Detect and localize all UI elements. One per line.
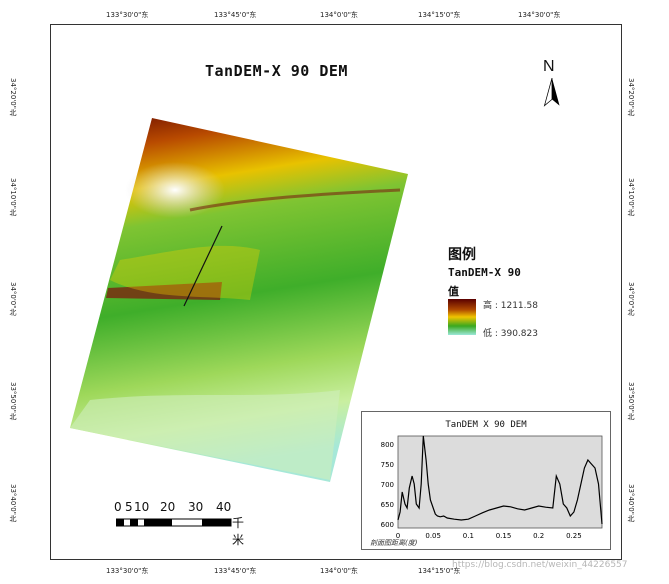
profile-x-tick-label: 0.15 <box>496 532 512 540</box>
tick-top-4: 134°30'0"东 <box>518 11 561 19</box>
tick-bottom-1: 133°45'0"东 <box>214 567 257 575</box>
profile-plot-area <box>397 435 603 529</box>
profile-series-line <box>397 435 603 525</box>
scale-label-20: 20 <box>160 500 176 514</box>
profile-x-tick-label: 0.2 <box>533 532 544 540</box>
tick-left-0: 34°20'0"北 <box>9 78 17 116</box>
legend-color-ramp <box>448 299 476 335</box>
profile-y-tick-label: 800 <box>381 441 394 449</box>
profile-x-tick-label: 0.05 <box>425 532 441 540</box>
tick-right-0: 34°20'0"北 <box>627 78 635 116</box>
tick-left-2: 34°0'0"北 <box>9 282 17 316</box>
profile-y-tick-label: 650 <box>381 501 394 509</box>
profile-x-tick-label: 0.1 <box>463 532 474 540</box>
scale-label-5: 5 <box>125 500 133 514</box>
tick-left-4: 33°40'0"北 <box>9 484 17 522</box>
legend-low-label: 低 : 390.823 <box>483 329 538 339</box>
scale-label-0: 0 <box>114 500 122 514</box>
dem-high-snow <box>125 162 225 218</box>
tick-bottom-2: 134°0'0"东 <box>320 567 358 575</box>
elevation-profile-inset: TanDEM X 90 DEM 800 750 700 650 600 0 0.05 0.1 0… <box>361 411 611 550</box>
profile-line <box>183 225 223 307</box>
profile-x-tick-label: 0.25 <box>566 532 582 540</box>
profile-title: TanDEM X 90 DEM <box>445 420 527 430</box>
scale-label-40: 40 <box>216 500 232 514</box>
legend-layer-name: TanDEM-X 90 <box>448 266 521 279</box>
tick-top-3: 134°15'0"东 <box>418 11 461 19</box>
tick-top-2: 134°0'0"东 <box>320 11 358 19</box>
north-arrow-icon <box>543 78 560 107</box>
legend-value-label: 值 <box>448 285 459 298</box>
legend-high-label: 高 : 1211.58 <box>483 301 538 311</box>
profile-x-tick-label: 0 <box>396 532 400 540</box>
profile-y-tick-label: 700 <box>381 481 394 489</box>
dem-ridge-lines <box>189 188 401 212</box>
tick-right-3: 33°50'0"北 <box>627 382 635 420</box>
tick-bottom-0: 133°30'0"东 <box>106 567 149 575</box>
tick-left-3: 33°50'0"北 <box>9 382 17 420</box>
scale-label-30: 30 <box>188 500 204 514</box>
scale-bar-graphic <box>116 518 232 527</box>
north-label: N <box>543 58 555 75</box>
scale-unit: 千米 <box>232 516 245 547</box>
tick-right-1: 34°10'0"北 <box>627 178 635 216</box>
tick-top-0: 133°30'0"东 <box>106 11 149 19</box>
dem-valley-yellow <box>110 245 260 300</box>
map-title: TanDEM-X 90 DEM <box>205 62 348 80</box>
profile-y-tick-label: 750 <box>381 461 394 469</box>
tick-right-2: 34°0'0"北 <box>627 282 635 316</box>
profile-y-tick-label: 600 <box>381 521 394 529</box>
dem-lowland <box>70 390 340 480</box>
tick-left-1: 34°10'0"北 <box>9 178 17 216</box>
watermark: https://blog.csdn.net/weixin_44226557 <box>452 560 628 570</box>
legend-title: 图例 <box>448 247 476 263</box>
scale-label-10: 10 <box>134 500 150 514</box>
tick-bottom-3: 134°15'0"东 <box>418 567 461 575</box>
profile-x-caption: 剖面图距离(度) <box>370 539 418 547</box>
tick-top-1: 133°45'0"东 <box>214 11 257 19</box>
tick-right-4: 33°40'0"北 <box>627 484 635 522</box>
